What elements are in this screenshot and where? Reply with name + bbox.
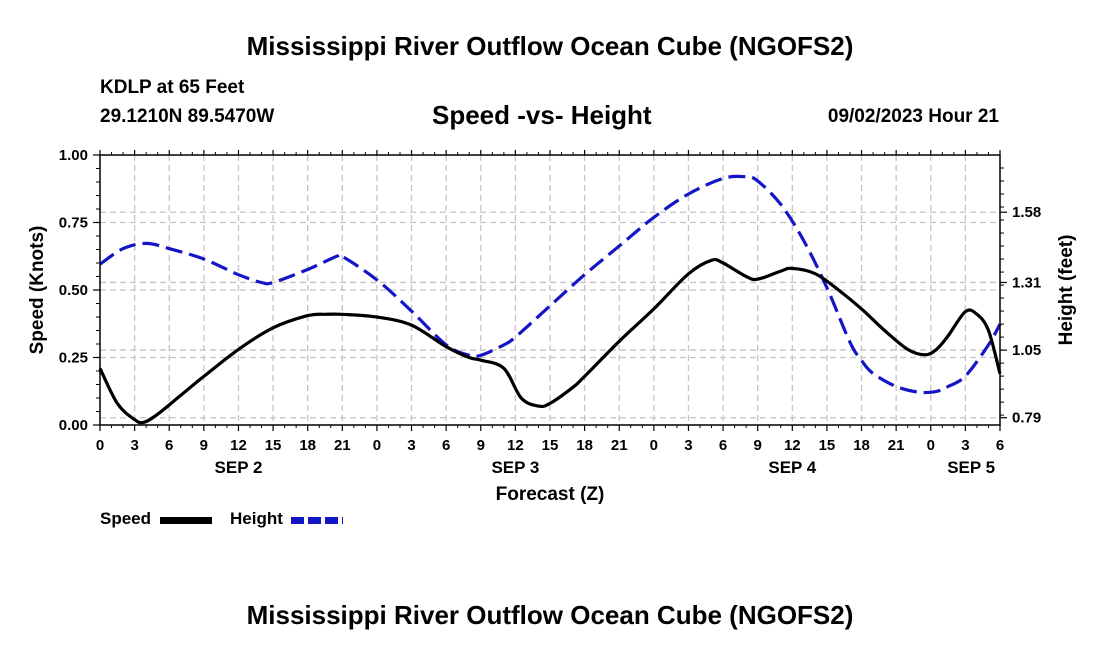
legend-speed-swatch — [160, 517, 212, 524]
x-axis-title: Forecast (Z) — [496, 484, 605, 505]
y-right-axis-title: Height (feet) — [1056, 235, 1077, 346]
x-tick-label: 3 — [684, 437, 692, 454]
x-tick-label: 6 — [442, 437, 450, 454]
chart-title: Speed -vs- Height — [432, 100, 652, 130]
x-tick-label: 3 — [407, 437, 415, 454]
legend-height-label: Height — [230, 509, 283, 528]
y-right-tick-label: 0.79 — [1012, 410, 1041, 427]
speed-series-line — [98, 257, 1002, 425]
page-title: Mississippi River Outflow Ocean Cube (NG… — [246, 31, 854, 61]
x-tick-label: 21 — [888, 437, 905, 454]
x-tick-label: 9 — [200, 437, 208, 454]
legend-speed-label: Speed — [100, 509, 152, 528]
x-tick-label: 18 — [299, 437, 316, 454]
day-label: SEP 5 — [947, 458, 995, 477]
y-right-tick-label: 1.58 — [1012, 204, 1041, 221]
x-tick-label: 15 — [819, 437, 836, 454]
x-tick-label: 15 — [542, 437, 559, 454]
y-left-tick-label: 0.00 — [59, 417, 88, 434]
x-tick-label: 18 — [853, 437, 870, 454]
x-tick-label: 6 — [719, 437, 727, 454]
legend-height-swatch — [291, 517, 343, 524]
day-label: SEP 3 — [491, 458, 539, 477]
x-tick-label: 0 — [96, 437, 104, 454]
forecast-date: 09/02/2023 Hour 21 — [827, 106, 999, 127]
x-tick-label: 0 — [650, 437, 658, 454]
page-title-bottom: Mississippi River Outflow Ocean Cube (NG… — [246, 600, 854, 630]
height-series-line — [99, 174, 1002, 395]
y-left-tick-label: 0.25 — [59, 350, 88, 367]
y-left-tick-label: 1.00 — [59, 147, 88, 164]
y-left-tick-label: 0.50 — [59, 282, 88, 299]
y-left-axis-title: Speed (Knots) — [27, 226, 48, 355]
x-tick-label: 21 — [611, 437, 628, 454]
station-coordinates: 29.1210N 89.5470W — [100, 106, 275, 127]
x-tick-label: 12 — [784, 437, 801, 454]
x-tick-label: 3 — [130, 437, 138, 454]
x-tick-label: 21 — [334, 437, 351, 454]
day-label: SEP 2 — [215, 458, 263, 477]
x-tick-label: 6 — [165, 437, 173, 454]
y-right-tick-label: 1.05 — [1012, 342, 1041, 359]
x-tick-label: 0 — [927, 437, 935, 454]
x-tick-label: 12 — [507, 437, 524, 454]
x-tick-label: 15 — [265, 437, 282, 454]
x-tick-label: 3 — [961, 437, 969, 454]
x-tick-label: 18 — [576, 437, 593, 454]
station-label: KDLP at 65 Feet — [100, 77, 245, 98]
x-tick-label: 9 — [754, 437, 762, 454]
y-left-tick-label: 0.75 — [59, 215, 88, 232]
day-label: SEP 4 — [768, 458, 816, 477]
x-tick-label: 0 — [373, 437, 381, 454]
x-tick-label: 6 — [996, 437, 1004, 454]
x-tick-label: 12 — [230, 437, 247, 454]
x-tick-label: 9 — [477, 437, 485, 454]
y-right-tick-label: 1.31 — [1012, 274, 1041, 291]
